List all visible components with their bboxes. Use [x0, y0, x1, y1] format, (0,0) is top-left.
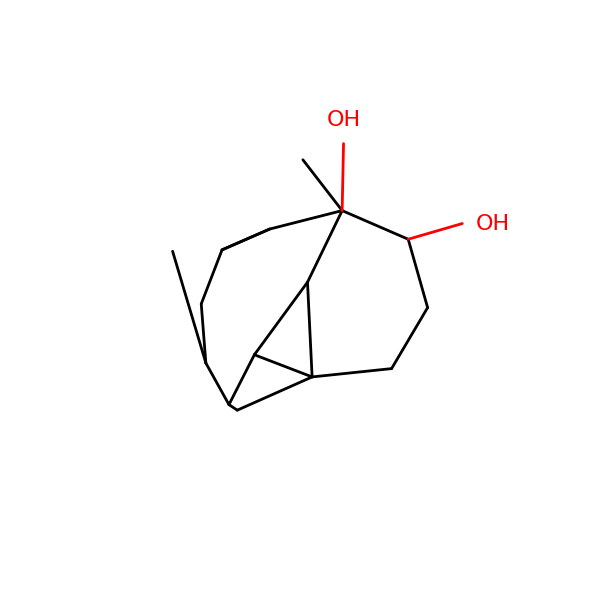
Text: OH: OH [476, 214, 510, 233]
Text: OH: OH [326, 110, 361, 130]
